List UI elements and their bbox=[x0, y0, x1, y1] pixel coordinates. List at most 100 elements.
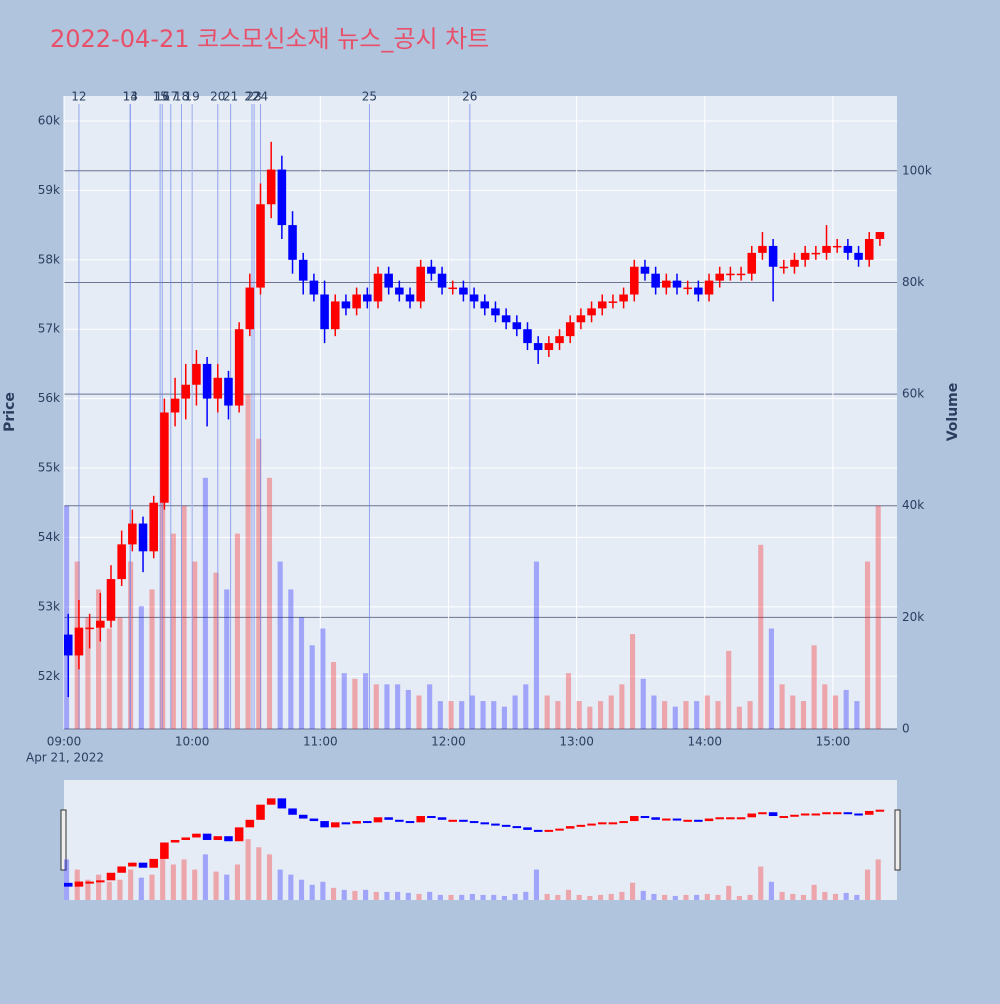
slider-volume-bar bbox=[96, 874, 102, 900]
slider-candle bbox=[469, 821, 479, 824]
candle-body bbox=[363, 294, 372, 302]
event-label: 26 bbox=[462, 90, 477, 104]
event-label: 16 bbox=[155, 90, 170, 104]
volume-bar bbox=[395, 684, 401, 729]
volume-bar bbox=[96, 589, 102, 729]
event-label: 15 bbox=[152, 90, 167, 104]
volume-bar bbox=[790, 695, 796, 729]
volume-bar bbox=[640, 678, 646, 729]
volume-bar bbox=[555, 701, 561, 729]
x-tick-label: 10:00 bbox=[175, 735, 210, 749]
volume-bar bbox=[864, 561, 871, 729]
slider-volume-bar bbox=[288, 874, 294, 900]
candle-body bbox=[416, 266, 425, 302]
candle-body bbox=[811, 252, 821, 255]
slider-candle bbox=[341, 822, 351, 825]
slider-candle bbox=[651, 817, 660, 820]
range-handle-left[interactable] bbox=[60, 809, 67, 871]
volume-bar bbox=[768, 628, 774, 729]
y2-tick-label: 80k bbox=[902, 275, 924, 289]
volume-bar bbox=[170, 533, 176, 729]
y-tick-label: 57k bbox=[38, 322, 60, 336]
candle-body bbox=[758, 245, 767, 253]
slider-candle bbox=[875, 809, 885, 812]
candle-body bbox=[672, 280, 682, 288]
slider-candle bbox=[640, 816, 650, 819]
volume-bar bbox=[149, 589, 155, 729]
slider-volume-bar bbox=[779, 891, 785, 900]
x-tick-label: 11:00 bbox=[303, 735, 338, 749]
candle-body bbox=[448, 287, 458, 290]
x-tick-label: 12:00 bbox=[431, 735, 466, 749]
slider-candle bbox=[662, 818, 671, 821]
slider-candle bbox=[181, 837, 191, 840]
slider-volume-bar bbox=[480, 894, 486, 900]
candle-body bbox=[469, 294, 479, 302]
slider-candle bbox=[138, 862, 148, 868]
slider-volume-bar bbox=[694, 894, 700, 900]
chart-title: 2022-04-21 코스모신소재 뉴스_공시 차트 bbox=[50, 25, 489, 53]
slider-candle bbox=[779, 816, 789, 819]
candle-body bbox=[395, 287, 404, 295]
candle-body bbox=[106, 579, 116, 621]
candle-body bbox=[298, 259, 308, 281]
slider-candle bbox=[597, 822, 607, 825]
volume-bar bbox=[758, 544, 764, 729]
slider-volume-bar bbox=[309, 884, 315, 900]
slider-candle bbox=[619, 821, 628, 824]
slider-candle bbox=[608, 822, 618, 825]
slider-candle bbox=[416, 816, 425, 823]
volume-bar bbox=[138, 606, 144, 729]
slider-volume-bar bbox=[352, 890, 358, 900]
candle-body bbox=[736, 273, 746, 276]
y2-tick-label: 0 bbox=[902, 722, 910, 736]
event-label: 14 bbox=[123, 90, 138, 104]
volume-bar bbox=[384, 684, 390, 729]
slider-candle bbox=[512, 826, 522, 829]
range-handle-right[interactable] bbox=[894, 809, 901, 871]
volume-bar bbox=[501, 706, 507, 729]
slider-volume-bar bbox=[341, 889, 347, 900]
event-label: 18 bbox=[174, 90, 189, 104]
y-tick-label: 55k bbox=[38, 461, 60, 475]
candle-body bbox=[405, 294, 415, 302]
candle-body bbox=[640, 266, 650, 274]
y2-tick-label: 60k bbox=[902, 387, 924, 401]
volume-bar bbox=[469, 695, 475, 729]
slider-candle bbox=[395, 819, 404, 822]
y-tick-label: 60k bbox=[38, 113, 60, 127]
slider-candle bbox=[224, 836, 233, 842]
slider-candle bbox=[405, 821, 415, 824]
slider-candle bbox=[864, 810, 874, 815]
candle-body bbox=[181, 384, 191, 399]
candle-body bbox=[683, 287, 692, 290]
candle-body bbox=[309, 280, 319, 295]
slider-volume-bar bbox=[630, 882, 636, 900]
slider-volume-bar bbox=[234, 864, 240, 900]
slider-candle bbox=[373, 817, 383, 823]
slider-candle bbox=[245, 819, 255, 828]
slider-candle bbox=[117, 866, 126, 873]
range-slider[interactable] bbox=[64, 780, 897, 900]
candle-body bbox=[85, 627, 94, 630]
candle-body bbox=[202, 363, 212, 399]
slider-candle bbox=[480, 822, 490, 825]
slider-volume-bar bbox=[640, 890, 646, 900]
slider-candle bbox=[170, 839, 180, 843]
volume-bar bbox=[459, 701, 465, 729]
slider-volume-bar bbox=[533, 869, 540, 900]
x-tick-label: 14:00 bbox=[687, 735, 722, 749]
y-tick-label: 56k bbox=[38, 391, 60, 405]
candle-body bbox=[437, 273, 447, 288]
candle-body bbox=[277, 169, 287, 226]
volume-bar bbox=[630, 634, 636, 729]
slider-candle bbox=[448, 819, 458, 822]
slider-candle bbox=[758, 812, 767, 815]
slider-candle bbox=[704, 818, 714, 822]
candle-body bbox=[832, 245, 842, 248]
slider-volume-bar bbox=[683, 894, 689, 900]
volume-bar bbox=[266, 477, 273, 729]
slider-candle bbox=[234, 827, 244, 842]
slider-volume-bar bbox=[427, 891, 433, 900]
